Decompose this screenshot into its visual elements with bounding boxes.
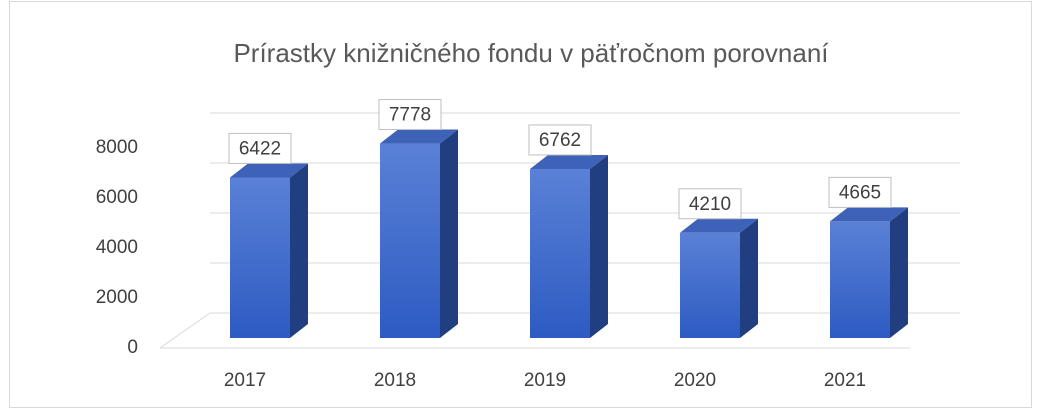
y-tick-label: 8000: [96, 137, 138, 158]
bar: [530, 154, 608, 338]
y-tick-label: 4000: [96, 237, 138, 258]
data-label: 4210: [689, 194, 731, 215]
data-label: 7778: [389, 105, 431, 126]
data-label-box: [528, 124, 592, 156]
y-tick-label: 0: [127, 337, 138, 358]
bar-side: [440, 129, 458, 338]
bar-side: [890, 207, 908, 338]
bar-side: [740, 218, 758, 338]
bar-top: [230, 163, 308, 178]
bar-side: [290, 163, 308, 338]
bar: [230, 163, 308, 338]
y-tick-label: 2000: [96, 287, 138, 308]
chart-title: Prírastky knižničného fondu v päťročnom …: [233, 38, 829, 68]
bar-top: [530, 154, 608, 169]
x-tick-label: 2018: [374, 370, 416, 391]
x-tick-label: 2021: [824, 370, 866, 391]
bar-front: [380, 143, 440, 338]
floor-edge: [159, 312, 211, 349]
bar-front: [680, 232, 740, 338]
bar-front: [530, 168, 590, 338]
data-label-box: [828, 176, 892, 208]
y-tick-label: 6000: [96, 187, 138, 208]
data-label-box: [678, 188, 742, 220]
x-tick-label: 2020: [674, 370, 716, 391]
bar-front: [830, 221, 890, 338]
data-label: 4665: [839, 182, 881, 203]
bar: [830, 207, 908, 338]
bar-top: [680, 218, 758, 233]
bar-top: [380, 129, 458, 144]
data-label: 6422: [239, 138, 281, 159]
bar-top: [830, 207, 908, 222]
bar-side: [590, 154, 608, 338]
x-tick-label: 2017: [224, 370, 266, 391]
data-label-box: [378, 99, 442, 131]
bar: [380, 129, 458, 338]
bar-front: [230, 177, 290, 338]
x-tick-label: 2019: [524, 370, 566, 391]
data-label-box: [228, 132, 292, 164]
bar: [680, 218, 758, 338]
data-label: 6762: [539, 130, 581, 151]
